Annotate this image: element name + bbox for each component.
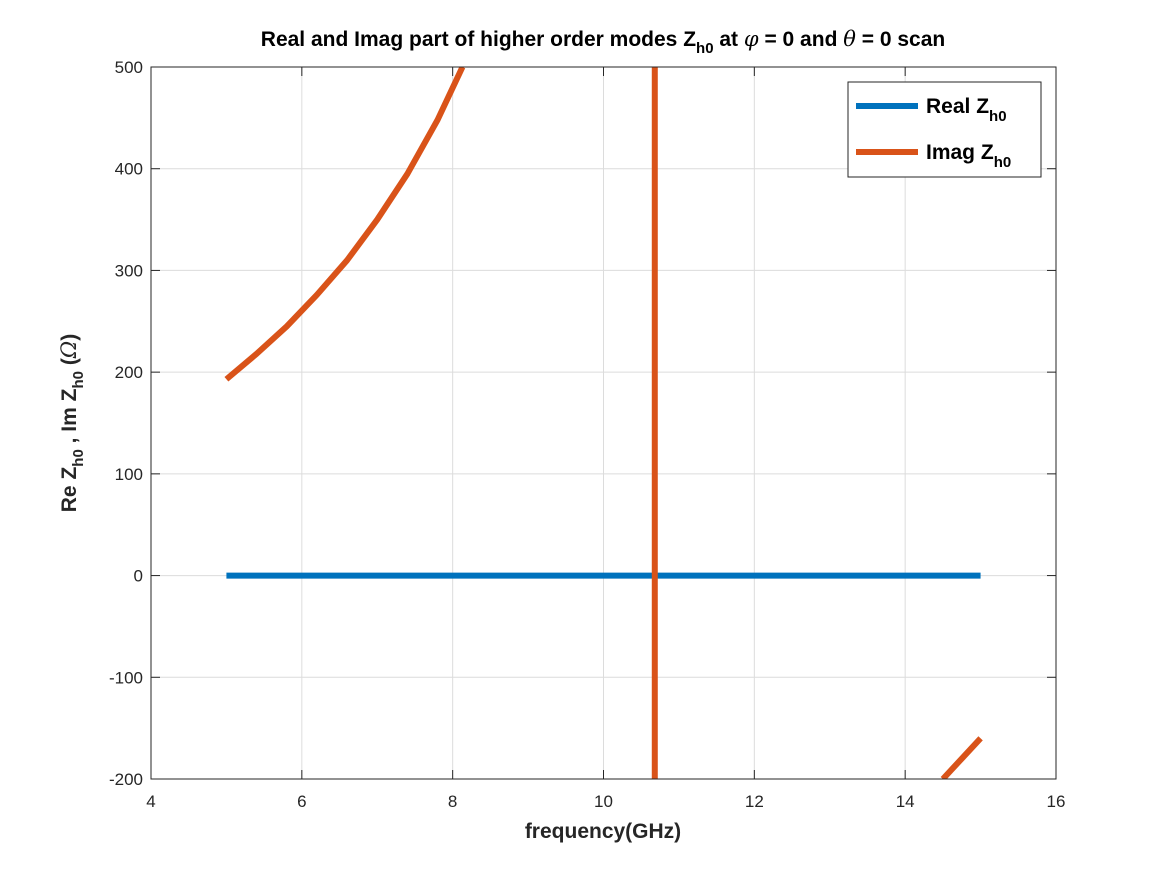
y-tick-label: -100 [109, 668, 143, 687]
legend-entry-real: Real Zh0 [926, 95, 1007, 125]
legend-box [847, 81, 1042, 178]
series-imag-segment [224, 67, 466, 382]
title-phi-symbol: φ [744, 27, 759, 51]
y-label-part-3: ( [58, 358, 81, 371]
y-tick-label: 100 [115, 465, 143, 484]
y-label-part-2: , Im Z [58, 388, 81, 449]
y-label-sub-2: h0 [70, 371, 87, 389]
legend-sub-real: h0 [989, 108, 1007, 125]
x-tick-label: 12 [745, 792, 764, 811]
x-tick-label: 16 [1047, 792, 1066, 811]
legend-label-real: Real Z [926, 95, 989, 118]
legend: Real Zh0 Imag Zh0 [847, 81, 1042, 178]
y-tick-label: 0 [134, 567, 143, 586]
x-tick-label: 8 [448, 792, 457, 811]
y-label-omega-symbol: Ω [57, 341, 81, 359]
series-layer [224, 67, 983, 779]
x-tick-label: 14 [896, 792, 915, 811]
y-label-sub-1: h0 [70, 449, 87, 467]
y-label-part-1: Re Z [58, 467, 81, 513]
y-tick-label: 300 [115, 261, 143, 280]
ticks [150, 66, 1057, 780]
x-tick-label: 4 [146, 792, 155, 811]
title-subscript: h0 [696, 40, 714, 57]
title-suffix: = 0 scan [856, 28, 945, 51]
y-label-part-4: ) [58, 334, 81, 341]
title-theta-symbol: θ [843, 27, 856, 51]
y-tick-label: -200 [109, 770, 143, 789]
chart-title: Real and Imag part of higher order modes… [261, 27, 945, 57]
x-axis-label: frequency(GHz) [525, 820, 681, 843]
y-axis-label: Re Zh0 , Im Zh0 (Ω) [57, 334, 87, 512]
legend-label-imag: Imag Z [926, 141, 994, 164]
title-prefix: Real and Imag part of higher order modes… [261, 28, 696, 51]
series-imag-segment [940, 736, 983, 779]
legend-sub-imag: h0 [994, 154, 1012, 171]
tick-labels: 4 6 8 10 12 14 16 -200 -100 0 100 200 300 400 500 [109, 58, 1065, 811]
y-tick-label: 200 [115, 363, 143, 382]
title-mid-1: at [714, 28, 744, 51]
x-tick-label: 6 [297, 792, 306, 811]
legend-entry-imag: Imag Zh0 [926, 141, 1011, 171]
y-tick-label: 400 [115, 160, 143, 179]
y-tick-label: 500 [115, 58, 143, 77]
x-tick-label: 10 [594, 792, 613, 811]
title-mid-2: = 0 and [759, 28, 844, 51]
